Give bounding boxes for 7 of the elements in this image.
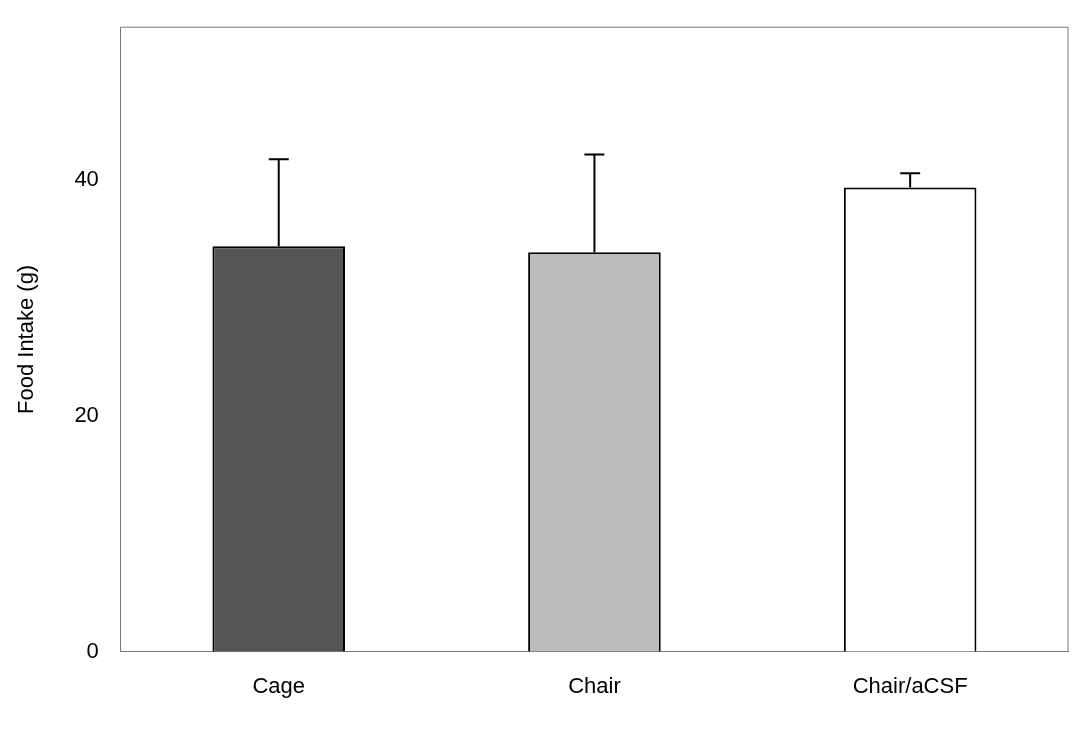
y-tick-label: 20 <box>74 402 99 428</box>
x-tick-label: Cage <box>252 672 306 698</box>
x-tick-label: Chair/aCSF <box>852 672 968 698</box>
y-tick-label: 40 <box>74 166 99 192</box>
y-tick-label: 0 <box>86 637 99 663</box>
x-tick-label: Chair <box>568 672 621 698</box>
y-axis-title: Food Intake (g) <box>13 264 39 414</box>
